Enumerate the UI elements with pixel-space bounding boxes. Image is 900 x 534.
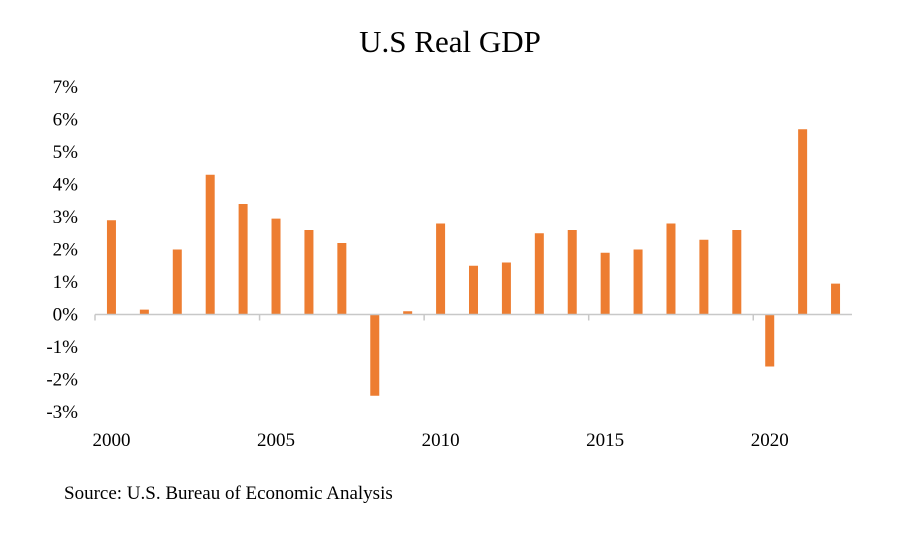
y-tick-label: -3% [46, 402, 78, 423]
y-tick-label: 6% [53, 110, 79, 131]
bar-2022 [831, 283, 841, 315]
x-tick-label: 2005 [257, 430, 295, 451]
x-tick-label: 2015 [586, 430, 624, 451]
bar-2008 [370, 314, 380, 396]
y-tick-label: 7% [53, 77, 79, 98]
bar-2013 [534, 233, 544, 315]
bar-2017 [666, 223, 676, 315]
bar-2002 [172, 249, 182, 315]
bar-2016 [633, 249, 643, 315]
bar-2000 [106, 220, 116, 315]
x-axis: 2000 2005 2010 2015 2020 [92, 313, 852, 451]
x-tick-label: 2010 [422, 430, 460, 451]
y-tick-label: 5% [53, 142, 79, 163]
bar-2003 [205, 174, 215, 315]
y-tick-label: -1% [46, 337, 78, 358]
y-tick-label: 0% [53, 305, 79, 326]
x-tick-label: 2000 [92, 430, 130, 451]
y-tick-label: -2% [46, 370, 78, 391]
x-tick-label: 2020 [751, 430, 789, 451]
bar-2004 [238, 204, 248, 315]
y-axis-tick-labels: 7% 6% 5% 4% 3% 2% 1% 0% -1% -2% -3% [46, 77, 78, 423]
bar-series [106, 129, 841, 396]
bar-2012 [501, 262, 511, 315]
bar-2018 [699, 239, 709, 315]
bar-2020 [765, 314, 775, 367]
bar-2007 [337, 243, 347, 315]
bar-2015 [600, 252, 610, 315]
y-tick-label: 3% [53, 207, 79, 228]
bar-2006 [304, 230, 314, 315]
chart-title: U.S Real GDP [359, 24, 541, 59]
bar-2005 [271, 218, 281, 315]
y-tick-label: 2% [53, 240, 79, 261]
bar-2001 [139, 309, 149, 315]
bar-2011 [469, 265, 478, 315]
bar-2010 [436, 223, 446, 315]
bar-2021 [798, 129, 808, 315]
source-note: Source: U.S. Bureau of Economic Analysis [64, 483, 393, 504]
y-tick-label: 1% [53, 272, 79, 293]
bar-2019 [732, 230, 742, 315]
y-tick-label: 4% [53, 175, 79, 196]
bar-2009 [403, 311, 413, 315]
bar-2014 [567, 230, 577, 315]
